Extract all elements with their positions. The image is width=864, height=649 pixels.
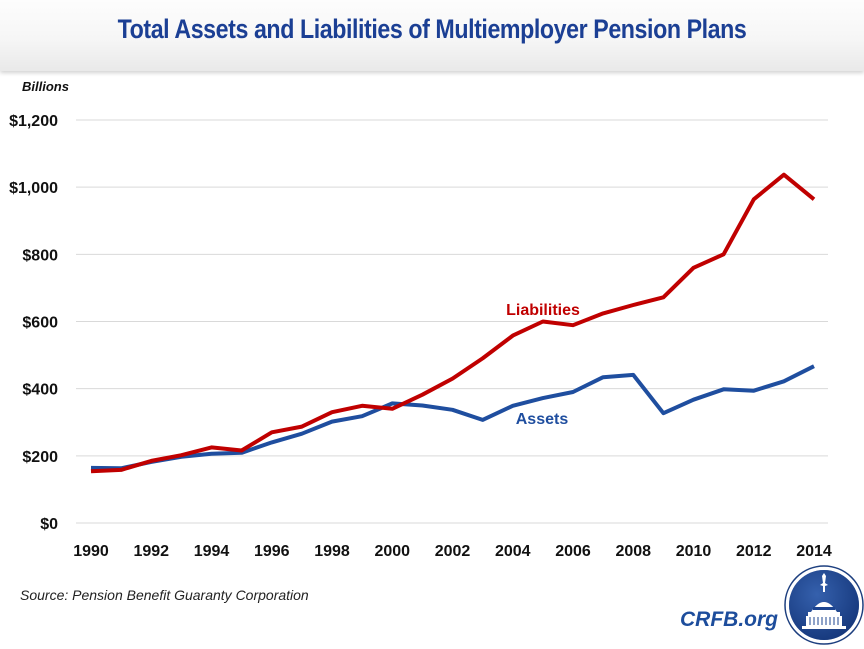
y-axis-unit-label: Billions [22,79,69,94]
x-tick-label: 1992 [133,543,169,560]
y-tick-label: $400 [22,382,58,399]
x-tick-label: 2002 [435,543,471,560]
x-tick-label: 1994 [194,543,230,560]
x-tick-label: 2012 [736,543,772,560]
y-tick-label: $1,000 [9,180,58,197]
x-tick-label: 2010 [676,543,712,560]
capitol-dome-seal-icon [784,565,864,645]
y-axis-ticks: $0 $200 $400 $600 $800 $1,000 $1,200 [9,113,58,533]
x-tick-label: 1996 [254,543,290,560]
x-tick-label: 2008 [615,543,651,560]
x-axis-ticks: 1990 1992 1994 1996 1998 2000 2002 2004 2006 2008… [73,543,832,560]
x-tick-label: 2014 [796,543,832,560]
y-tick-label: $600 [22,315,58,332]
gridlines [76,119,828,524]
series-lines [90,172,816,474]
y-tick-label: $1,200 [9,113,58,130]
x-tick-label: 2006 [555,543,591,560]
y-tick-label: $800 [22,247,58,264]
x-tick-label: 1990 [73,543,109,560]
assets-label: Assets [516,411,569,428]
x-tick-label: 2000 [374,543,410,560]
series-line-liabilities [90,172,816,474]
crfb-brand-text[interactable]: CRFB.org [680,608,778,631]
y-tick-label: $0 [40,516,58,533]
series-line-assets [90,364,815,471]
chart-title: Total Assets and Liabilities of Multiemp… [117,14,747,44]
source-note: Source: Pension Benefit Guaranty Corpora… [20,587,309,603]
liabilities-label: Liabilities [506,302,580,319]
y-tick-label: $200 [22,449,58,466]
x-tick-label: 1998 [314,543,350,560]
title-bar: Total Assets and Liabilities of Multiemp… [0,0,864,71]
x-tick-label: 2004 [495,543,531,560]
